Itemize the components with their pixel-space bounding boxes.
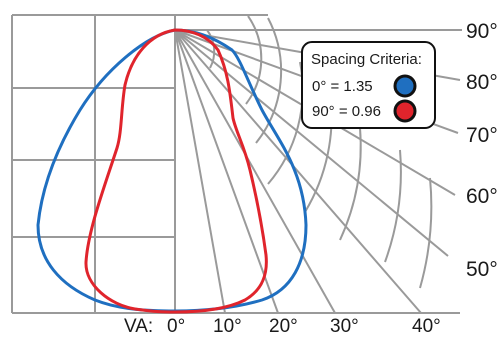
grid-arc — [384, 149, 402, 263]
angle-label-50: 50° — [466, 258, 498, 281]
grid-ray — [174, 29, 422, 314]
angle-label-70: 70° — [466, 124, 498, 147]
va-angle-label-40: 40° — [412, 316, 441, 337]
grid-arc — [206, 29, 216, 69]
legend-label-90-degree: 90° = 0.96 — [312, 103, 381, 120]
legend-label-0-degree: 0° = 1.35 — [312, 78, 373, 95]
grid-arc — [255, 17, 283, 144]
bottom-va-labels: VA: 0° 10° 20° 30° 40° — [124, 316, 441, 337]
angle-label-60: 60° — [466, 185, 498, 208]
va-prefix-label: VA: — [124, 316, 153, 337]
grid-frame — [11, 14, 460, 314]
legend-swatch-0-degree — [393, 74, 417, 98]
grid-arc — [267, 61, 304, 185]
grid-ray — [174, 29, 279, 314]
legend-swatch-90-degree — [393, 99, 417, 123]
angle-label-90: 90° — [466, 20, 498, 43]
angle-label-80: 80° — [466, 71, 498, 94]
grid-arc — [419, 177, 433, 289]
right-angle-labels: 90° 80° 70° 60° 50° — [466, 20, 498, 281]
legend-title: Spacing Criteria: — [311, 51, 422, 68]
va-angle-label-20: 20° — [269, 316, 298, 337]
grid-ray — [174, 29, 449, 257]
va-angle-label-10: 10° — [213, 316, 242, 337]
va-angle-label-0: 0° — [167, 316, 185, 337]
grid-ray — [174, 29, 226, 314]
legend: Spacing Criteria: 0° = 1.35 90° = 0.96 — [301, 41, 436, 129]
grid-ray — [174, 29, 336, 314]
curve-90-degree — [84, 28, 268, 314]
va-angle-label-30: 30° — [330, 316, 359, 337]
